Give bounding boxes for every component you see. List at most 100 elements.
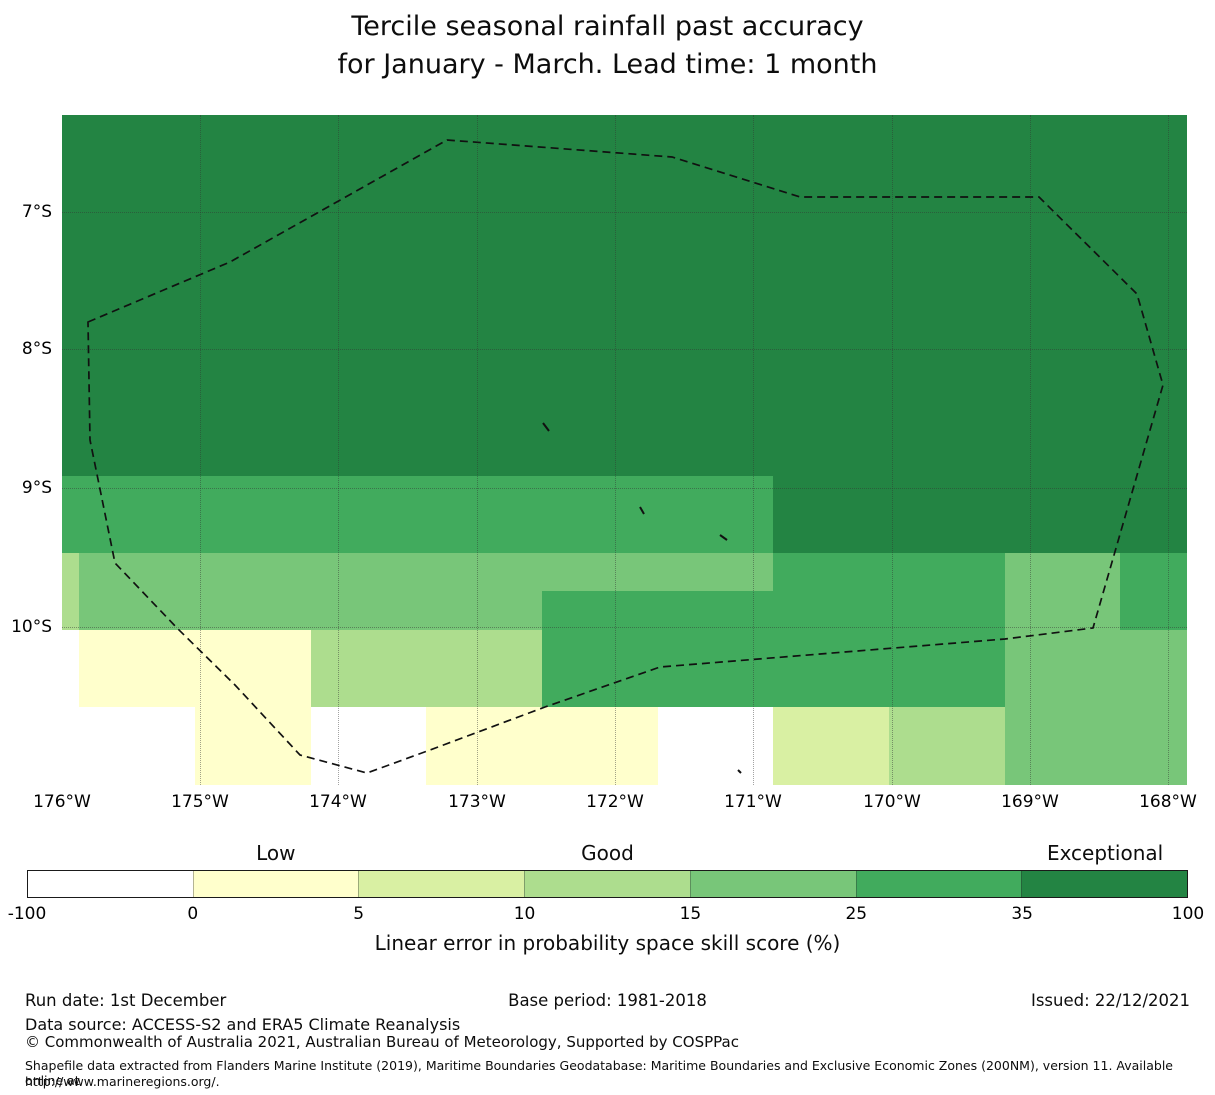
- lon-tick-label: 171°W: [724, 792, 782, 812]
- lat-tick-label: 7°S: [21, 202, 52, 222]
- heatmap-cell: [1120, 244, 1187, 321]
- heatmap-cell: [542, 167, 658, 244]
- colorbar-band-label: Good: [581, 841, 634, 865]
- lon-tick-label: 174°W: [309, 792, 367, 812]
- lon-tick-label: 168°W: [1139, 792, 1197, 812]
- heatmap-cell: [658, 321, 773, 399]
- heatmap-cell: [1120, 707, 1187, 785]
- longitude-gridline: [753, 115, 754, 785]
- island-marker: [737, 769, 742, 774]
- heatmap-cell: [889, 707, 1005, 785]
- heatmap-cell: [1120, 553, 1187, 591]
- heatmap-cell: [1005, 244, 1120, 321]
- lat-tick-label: 8°S: [21, 339, 52, 359]
- heatmap-cell: [79, 399, 195, 476]
- colorbar-tick-label: 5: [353, 904, 365, 924]
- colorbar-band-label: Low: [256, 841, 296, 865]
- latitude-gridline: [62, 349, 1187, 350]
- heatmap-cell: [773, 399, 889, 476]
- heatmap-cell: [542, 321, 658, 399]
- heatmap-cell: [542, 399, 658, 476]
- heatmap-cell: [542, 630, 658, 707]
- colorbar-tick-label: 25: [845, 904, 868, 924]
- longitude-gridline: [1030, 115, 1031, 785]
- heatmap-cell: [889, 553, 1005, 591]
- heatmap-cell: [79, 321, 195, 399]
- heatmap-cell: [311, 591, 426, 630]
- heatmap-cell: [195, 167, 311, 244]
- heatmap-cell: [62, 591, 79, 630]
- heatmap-cell: [426, 591, 542, 630]
- heatmap-cell: [773, 591, 889, 630]
- heatmap-cell: [1120, 399, 1187, 476]
- heatmap-cell: [311, 399, 426, 476]
- colorbar-tick-label: -100: [7, 904, 47, 924]
- heatmap-cell: [426, 630, 542, 707]
- heatmap-cell: [195, 553, 311, 591]
- chart-title-line2: for January - March. Lead time: 1 month: [337, 49, 878, 80]
- heatmap-cell: [889, 167, 1005, 244]
- heatmap-cell: [426, 553, 542, 591]
- heatmap-cell: [773, 244, 889, 321]
- longitude-gridline: [615, 115, 616, 785]
- heatmap-cell: [773, 553, 889, 591]
- longitude-gridline: [1168, 115, 1169, 785]
- latitude-gridline: [62, 627, 1187, 628]
- heatmap-cell: [426, 115, 542, 167]
- heatmap-cell: [658, 553, 773, 591]
- longitude-gridline: [200, 115, 201, 785]
- heatmap-cell: [889, 115, 1005, 167]
- heatmap-cell: [426, 707, 542, 785]
- lat-tick-label: 9°S: [21, 478, 52, 498]
- heatmap-cell: [889, 321, 1005, 399]
- heatmap-cell: [62, 115, 79, 167]
- lon-tick-label: 172°W: [586, 792, 644, 812]
- heatmap-cell: [62, 167, 79, 244]
- colorbar-tick-label: 0: [187, 904, 199, 924]
- heatmap-cell: [195, 630, 311, 707]
- colorbar-segment: [192, 871, 359, 897]
- heatmap-cell: [62, 476, 79, 553]
- heatmap-cell: [195, 707, 311, 785]
- lat-tick-label: 10°S: [11, 617, 52, 637]
- heatmap-cell: [311, 244, 426, 321]
- heatmap-cell: [79, 553, 195, 591]
- heatmap-cell: [79, 167, 195, 244]
- heatmap-cell: [1120, 167, 1187, 244]
- lon-tick-label: 176°W: [33, 792, 91, 812]
- map-plot-area: [62, 115, 1187, 785]
- heatmap-cell: [1005, 553, 1120, 591]
- heatmap-cell: [426, 167, 542, 244]
- heatmap-cell: [1005, 399, 1120, 476]
- heatmap-cell: [542, 707, 658, 785]
- latitude-gridline: [62, 488, 1187, 489]
- colorbar-tick-label: 10: [513, 904, 536, 924]
- colorbar-segment: [689, 871, 856, 897]
- heatmap-cell: [311, 321, 426, 399]
- heatmap-cell: [889, 244, 1005, 321]
- heatmap-cell: [773, 321, 889, 399]
- lon-tick-label: 173°W: [448, 792, 506, 812]
- longitude-gridline: [338, 115, 339, 785]
- heatmap-cell: [542, 553, 658, 591]
- shapefile-attribution-line2: http://www.marineregions.org/.: [25, 1074, 220, 1089]
- heatmap-cell: [658, 167, 773, 244]
- heatmap-cell: [195, 321, 311, 399]
- colorbar-axis-label: Linear error in probability space skill …: [374, 931, 841, 955]
- heatmap-cell: [62, 399, 79, 476]
- latitude-gridline: [62, 212, 1187, 213]
- heatmap-cell: [1120, 591, 1187, 630]
- lon-tick-label: 170°W: [863, 792, 921, 812]
- longitude-gridline: [477, 115, 478, 785]
- heatmap-cell: [195, 399, 311, 476]
- lon-tick-label: 169°W: [1001, 792, 1059, 812]
- colorbar-segment: [524, 871, 690, 897]
- heatmap-cell: [311, 115, 426, 167]
- heatmap-cell: [1005, 321, 1120, 399]
- heatmap-cell: [889, 399, 1005, 476]
- heatmap-cell: [195, 115, 311, 167]
- lon-tick-label: 175°W: [171, 792, 229, 812]
- heatmap-cell: [1005, 167, 1120, 244]
- heatmap-cell: [773, 707, 889, 785]
